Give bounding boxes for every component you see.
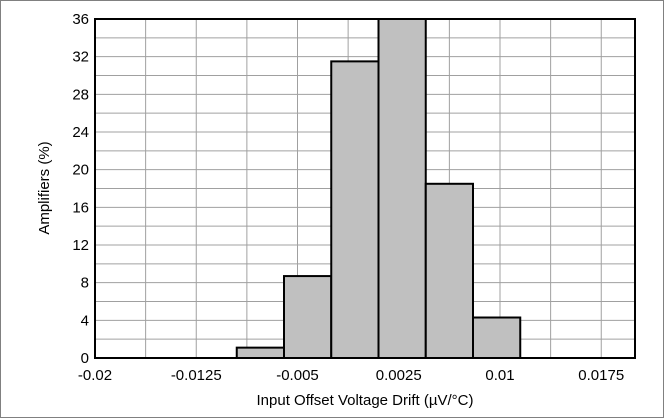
y-tick-labels: 0 4 8 12 16 20 24 28 32 36: [72, 11, 89, 367]
histogram-bar: [235, 346, 285, 359]
y-tick-label: 24: [72, 124, 89, 141]
y-tick-label: 28: [72, 86, 89, 103]
bars: [235, 18, 522, 360]
plot-border: [94, 18, 636, 359]
y-tick-label: 20: [72, 162, 89, 179]
y-axis-title: Amplifiers (%): [36, 141, 53, 234]
y-tick-label: 12: [72, 237, 89, 254]
x-tick-label: 0.0175: [578, 367, 624, 384]
x-axis-title: Input Offset Voltage Drift (µV/°C): [257, 392, 474, 409]
x-tick-label: -0.0125: [171, 367, 222, 384]
histogram-bar: [472, 316, 522, 359]
x-tick-label: 0.01: [485, 367, 514, 384]
histogram-bar: [424, 182, 474, 359]
y-tick-label: 32: [72, 49, 89, 66]
x-tick-label: -0.005: [276, 367, 319, 384]
histogram-bar: [377, 18, 427, 359]
y-tick-label: 8: [81, 275, 89, 292]
y-tick-label: 0: [81, 350, 89, 367]
y-tick-label: 4: [81, 312, 89, 329]
x-tick-label: 0.0025: [376, 367, 422, 384]
x-tick-labels: -0.02 -0.0125 -0.005 0.0025 0.01 0.0175: [78, 367, 624, 384]
y-tick-label: 36: [72, 11, 89, 28]
y-tick-label: 16: [72, 199, 89, 216]
histogram-bar: [330, 60, 380, 359]
x-tick-label: -0.02: [78, 367, 112, 384]
histogram-bar: [283, 275, 333, 360]
